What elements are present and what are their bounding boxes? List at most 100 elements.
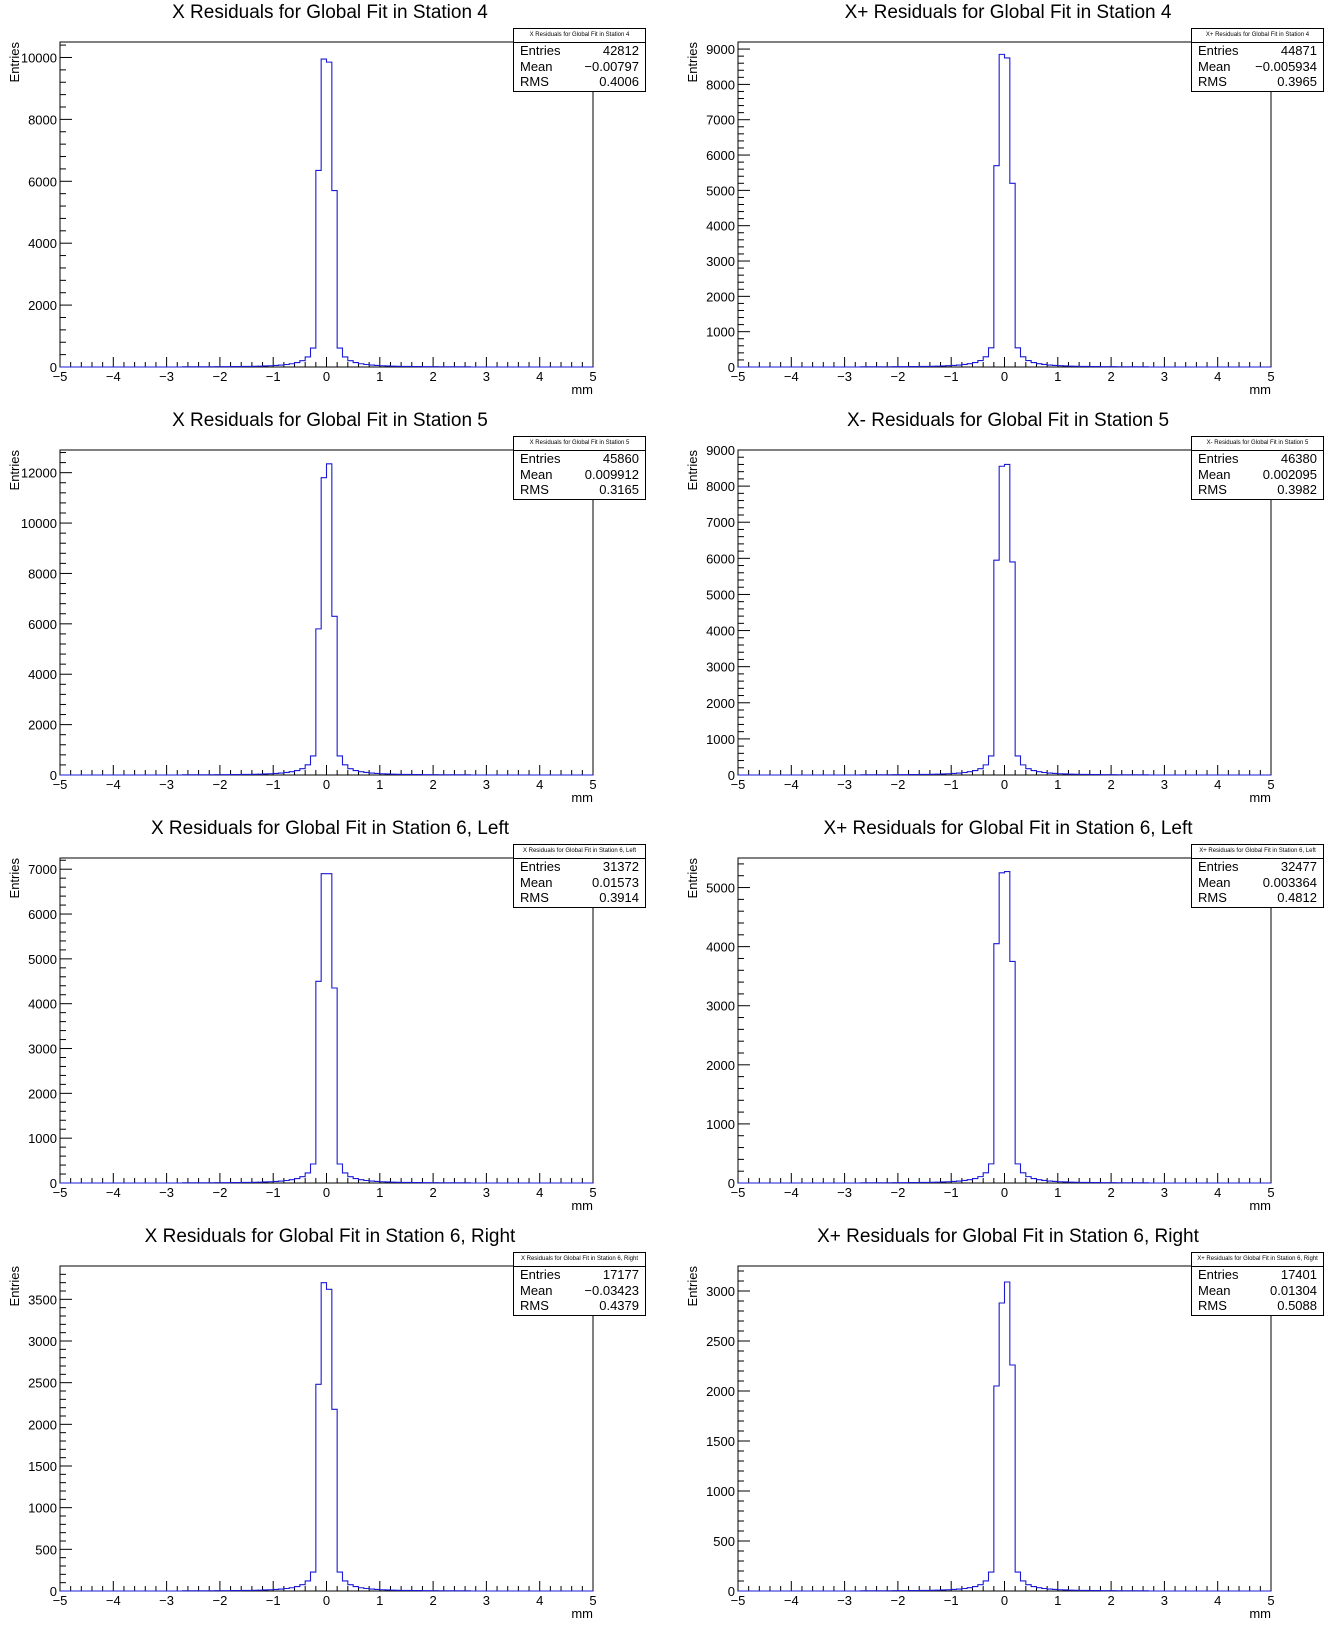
y-tick-label: 10000 <box>21 516 57 531</box>
histogram-line <box>738 871 1271 1184</box>
x-tick-label: 5 <box>1267 369 1274 384</box>
stats-row-rms: RMS 0.3965 <box>1192 74 1323 90</box>
x-axis-label: mm <box>1249 790 1271 805</box>
stats-label-mean: Mean <box>1198 1282 1231 1298</box>
y-tick-label: 9000 <box>706 42 735 57</box>
x-tick-label: −4 <box>106 1185 121 1200</box>
x-tick-label: −3 <box>837 777 852 792</box>
stats-value-mean: 0.009912 <box>584 466 639 482</box>
stats-row-rms: RMS 0.4006 <box>514 74 645 90</box>
x-tick-label: −3 <box>837 1593 852 1608</box>
stats-value-entries: 17177 <box>602 1267 639 1282</box>
stats-value-rms: 0.5088 <box>1277 1298 1317 1313</box>
histogram-line <box>60 1282 593 1592</box>
x-axis-label: mm <box>571 790 593 805</box>
y-tick-label: 8000 <box>706 479 735 494</box>
stats-value-entries: 32477 <box>1280 859 1317 874</box>
stats-label-entries: Entries <box>1198 859 1239 874</box>
x-axis-label: mm <box>571 382 593 397</box>
y-tick-label: 8000 <box>706 77 735 92</box>
x-tick-label: 4 <box>536 1185 543 1200</box>
stats-value-entries: 44871 <box>1280 43 1317 58</box>
x-tick-label: −2 <box>890 1185 905 1200</box>
x-tick-label: 0 <box>323 1185 330 1200</box>
stats-row-entries: Entries 32477 <box>1192 859 1323 875</box>
stats-row-mean: Mean 0.01304 <box>1192 1283 1323 1299</box>
stats-box: X- Residuals for Global Fit in Station 5… <box>1191 436 1324 500</box>
y-tick-label: 4000 <box>28 997 57 1012</box>
x-tick-label: 2 <box>1107 369 1114 384</box>
stats-label-entries: Entries <box>1198 43 1239 58</box>
x-tick-label: 0 <box>323 1593 330 1608</box>
stats-row-rms: RMS 0.4812 <box>1192 890 1323 906</box>
chart-title: X- Residuals for Global Fit in Station 5 <box>846 410 1170 431</box>
histogram-plot: −5 −4 −3 −2 −1 0 1 2 3 4 5mm 0 1000 2000 3000 4000 5000 6… <box>685 41 1275 397</box>
x-tick-label: −5 <box>53 369 68 384</box>
stats-header: X Residuals for Global Fit in Station 6,… <box>514 845 645 859</box>
stats-row-mean: Mean 0.01573 <box>514 875 645 891</box>
x-tick-label: −5 <box>53 1593 68 1608</box>
chart-title: X Residuals for Global Fit in Station 6,… <box>144 1226 516 1247</box>
chart-title: X Residuals for Global Fit in Station 5 <box>172 410 488 431</box>
x-tick-label: 0 <box>1001 1593 1008 1608</box>
x-tick-label: 3 <box>1161 369 1168 384</box>
x-tick-label: −1 <box>266 1185 281 1200</box>
stats-row-entries: Entries 17401 <box>1192 1267 1323 1283</box>
stats-row-mean: Mean 0.009912 <box>514 467 645 483</box>
histogram-panel: X Residuals for Global Fit in Station 4 −… <box>0 0 660 405</box>
stats-value-entries: 45860 <box>602 451 639 466</box>
x-tick-label: 5 <box>589 777 596 792</box>
stats-row-mean: Mean −0.005934 <box>1192 59 1323 75</box>
stats-value-entries: 46380 <box>1280 451 1317 466</box>
stats-value-mean: −0.005934 <box>1255 58 1317 74</box>
x-tick-label: −3 <box>159 1185 174 1200</box>
y-tick-label: 0 <box>728 768 735 783</box>
histogram-plot: −5 −4 −3 −2 −1 0 1 2 3 4 5mm 0 500 1000 1500 2000 2500 30… <box>7 1265 597 1621</box>
stats-row-mean: Mean −0.00797 <box>514 59 645 75</box>
x-tick-label: −4 <box>106 777 121 792</box>
x-tick-label: −2 <box>212 777 227 792</box>
stats-box: X+ Residuals for Global Fit in Station 6… <box>1191 1252 1324 1316</box>
stats-header: X+ Residuals for Global Fit in Station 6… <box>1192 845 1323 859</box>
stats-value-entries: 17401 <box>1280 1267 1317 1282</box>
x-tick-label: 3 <box>483 1593 490 1608</box>
chart-title: X Residuals for Global Fit in Station 4 <box>172 2 488 23</box>
stats-row-entries: Entries 17177 <box>514 1267 645 1283</box>
chart-title: X+ Residuals for Global Fit in Station 6… <box>817 1226 1199 1247</box>
histogram-line <box>60 873 593 1184</box>
y-tick-label: 8000 <box>28 566 57 581</box>
histogram-plot: −5 −4 −3 −2 −1 0 1 2 3 4 5mm 0 2000 4000 6000 8000 10000… <box>7 449 597 805</box>
stats-value-rms: 0.3965 <box>1277 74 1317 89</box>
y-tick-label: 2000 <box>706 289 735 304</box>
stats-header: X+ Residuals for Global Fit in Station 4 <box>1192 29 1323 43</box>
stats-label-rms: RMS <box>1198 890 1227 905</box>
stats-row-mean: Mean 0.002095 <box>1192 467 1323 483</box>
x-tick-label: 1 <box>1054 1185 1061 1200</box>
histogram-plot: −5 −4 −3 −2 −1 0 1 2 3 4 5mm 0 1000 2000 3000 4000 5000 6… <box>685 443 1275 805</box>
x-tick-label: −3 <box>837 1185 852 1200</box>
y-tick-label: 6000 <box>28 174 57 189</box>
x-tick-label: 3 <box>483 777 490 792</box>
y-tick-label: 2000 <box>706 696 735 711</box>
x-tick-label: 5 <box>589 1185 596 1200</box>
stats-label-rms: RMS <box>520 482 549 497</box>
histogram-panel: X Residuals for Global Fit in Station 6,… <box>0 1224 660 1629</box>
y-tick-label: 7000 <box>706 515 735 530</box>
x-tick-label: 3 <box>1161 1593 1168 1608</box>
x-tick-label: 1 <box>376 1185 383 1200</box>
y-tick-label: 8000 <box>28 112 57 127</box>
y-tick-label: 1500 <box>706 1434 735 1449</box>
stats-label-entries: Entries <box>1198 1267 1239 1282</box>
x-tick-label: 0 <box>323 777 330 792</box>
x-tick-label: 4 <box>536 1593 543 1608</box>
stats-header: X+ Residuals for Global Fit in Station 6… <box>1192 1253 1323 1267</box>
x-tick-label: 4 <box>1214 777 1221 792</box>
stats-label-entries: Entries <box>1198 451 1239 466</box>
y-tick-label: 4000 <box>706 940 735 955</box>
stats-value-rms: 0.4379 <box>599 1298 639 1313</box>
y-tick-label: 0 <box>728 1176 735 1191</box>
x-tick-label: −1 <box>944 369 959 384</box>
x-tick-label: −1 <box>266 777 281 792</box>
